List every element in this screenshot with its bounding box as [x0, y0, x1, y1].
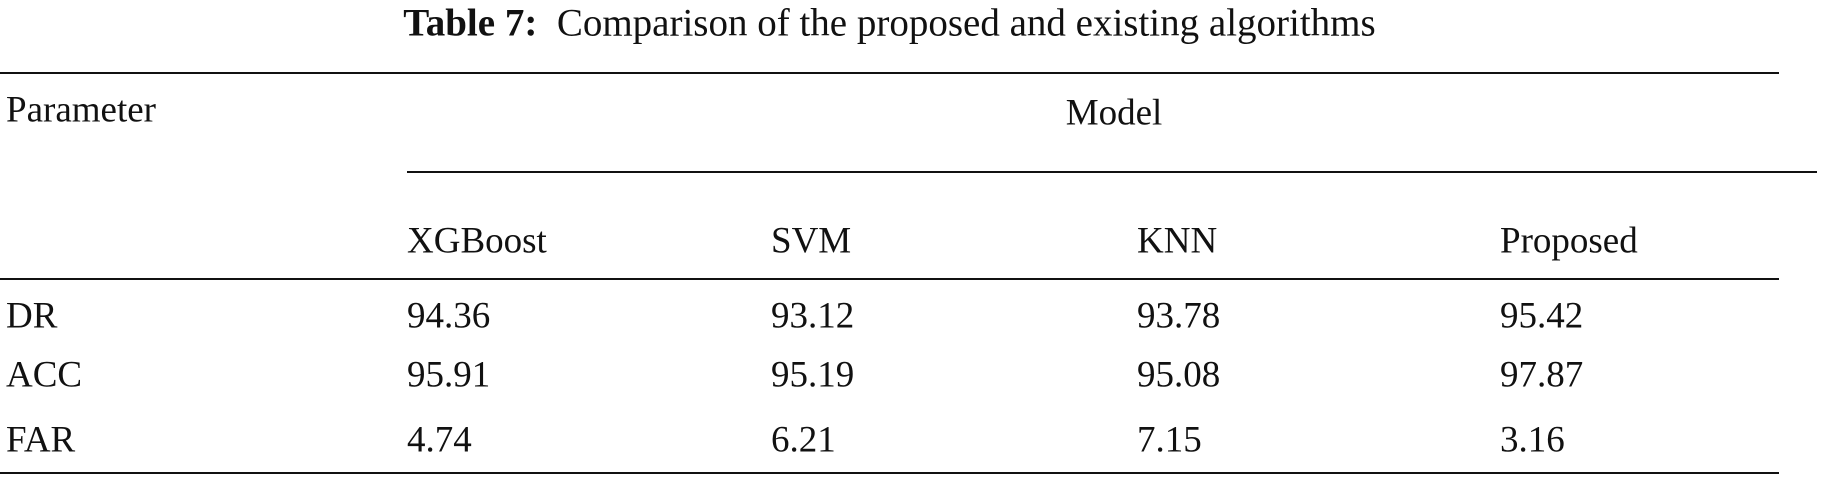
cell-value: 94.36	[407, 295, 491, 337]
cell-value: 6.21	[771, 419, 836, 461]
cell-value: 93.12	[771, 295, 855, 337]
cell-value: 7.15	[1137, 419, 1202, 461]
column-header: Proposed	[1500, 220, 1638, 262]
cell-value: 3.16	[1500, 419, 1565, 461]
header-rule	[0, 278, 1779, 280]
cell-value: 95.91	[407, 354, 491, 396]
group-rule	[407, 171, 1817, 173]
table-title: Table 7: Comparison of the proposed and …	[0, 4, 1779, 43]
top-rule	[0, 72, 1779, 74]
row-name: ACC	[6, 354, 83, 396]
row-header: Parameter	[6, 89, 156, 131]
table-label: Table 7:	[403, 1, 538, 45]
cell-value: 95.08	[1137, 354, 1221, 396]
cell-value: 95.42	[1500, 295, 1584, 337]
cell-value: 95.19	[771, 354, 855, 396]
table-caption: Comparison of the proposed and existing …	[556, 1, 1376, 45]
column-header: XGBoost	[407, 220, 547, 262]
cell-value: 93.78	[1137, 295, 1221, 337]
cell-value: 97.87	[1500, 354, 1584, 396]
group-header: Model	[1065, 92, 1163, 134]
column-header: SVM	[771, 220, 852, 262]
bottom-rule	[0, 472, 1779, 474]
column-header: KNN	[1137, 220, 1218, 262]
cell-value: 4.74	[407, 419, 472, 461]
row-name: DR	[6, 295, 58, 337]
row-name: FAR	[6, 419, 76, 461]
